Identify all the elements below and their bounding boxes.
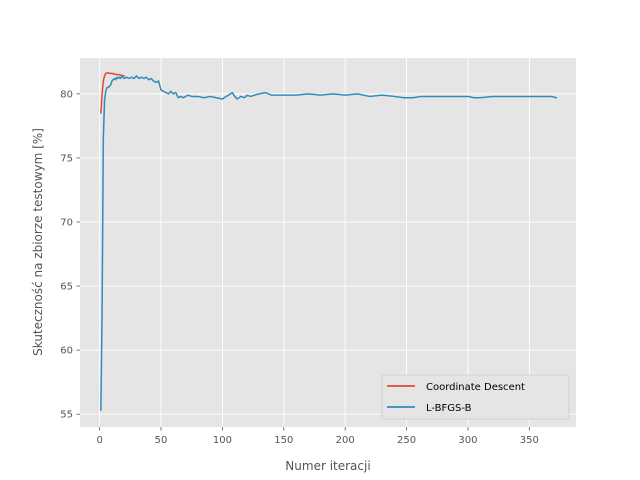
series-line-coordinate-descent	[100, 71, 125, 114]
legend-label-coordinate-descent: Coordinate Descent	[426, 382, 525, 393]
y-tick-label: 75	[60, 153, 73, 164]
x-tick-label: 100	[213, 435, 232, 446]
plot-background	[80, 58, 576, 427]
legend-label-lbfgsb: L-BFGS-B	[426, 403, 472, 414]
y-tick-label: 80	[60, 89, 73, 100]
legend-box	[381, 374, 570, 420]
x-tick-label: 250	[397, 435, 416, 446]
x-tick-label: 300	[458, 435, 477, 446]
y-tick-label: 65	[60, 282, 73, 293]
ticks: 0 50 100 150 200 250 300 350 55 60 65 70 75 80	[60, 89, 539, 446]
x-tick-label: 0	[96, 435, 102, 446]
y-tick-label: 70	[60, 218, 73, 229]
series-line-l-bfgs-b	[100, 75, 558, 412]
series	[100, 71, 558, 412]
x-tick-label: 200	[336, 435, 355, 446]
y-axis-label: Skuteczność na zbiorze testowym [%]	[31, 128, 45, 356]
x-tick-label: 350	[520, 435, 539, 446]
x-tick-label: 50	[155, 435, 168, 446]
y-tick-label: 60	[60, 346, 73, 357]
x-axis-label: Numer iteracji	[285, 459, 370, 473]
y-tick-label: 55	[60, 410, 73, 421]
x-tick-label: 150	[274, 435, 293, 446]
legend: Coordinate Descent L-BFGS-B	[381, 374, 570, 420]
